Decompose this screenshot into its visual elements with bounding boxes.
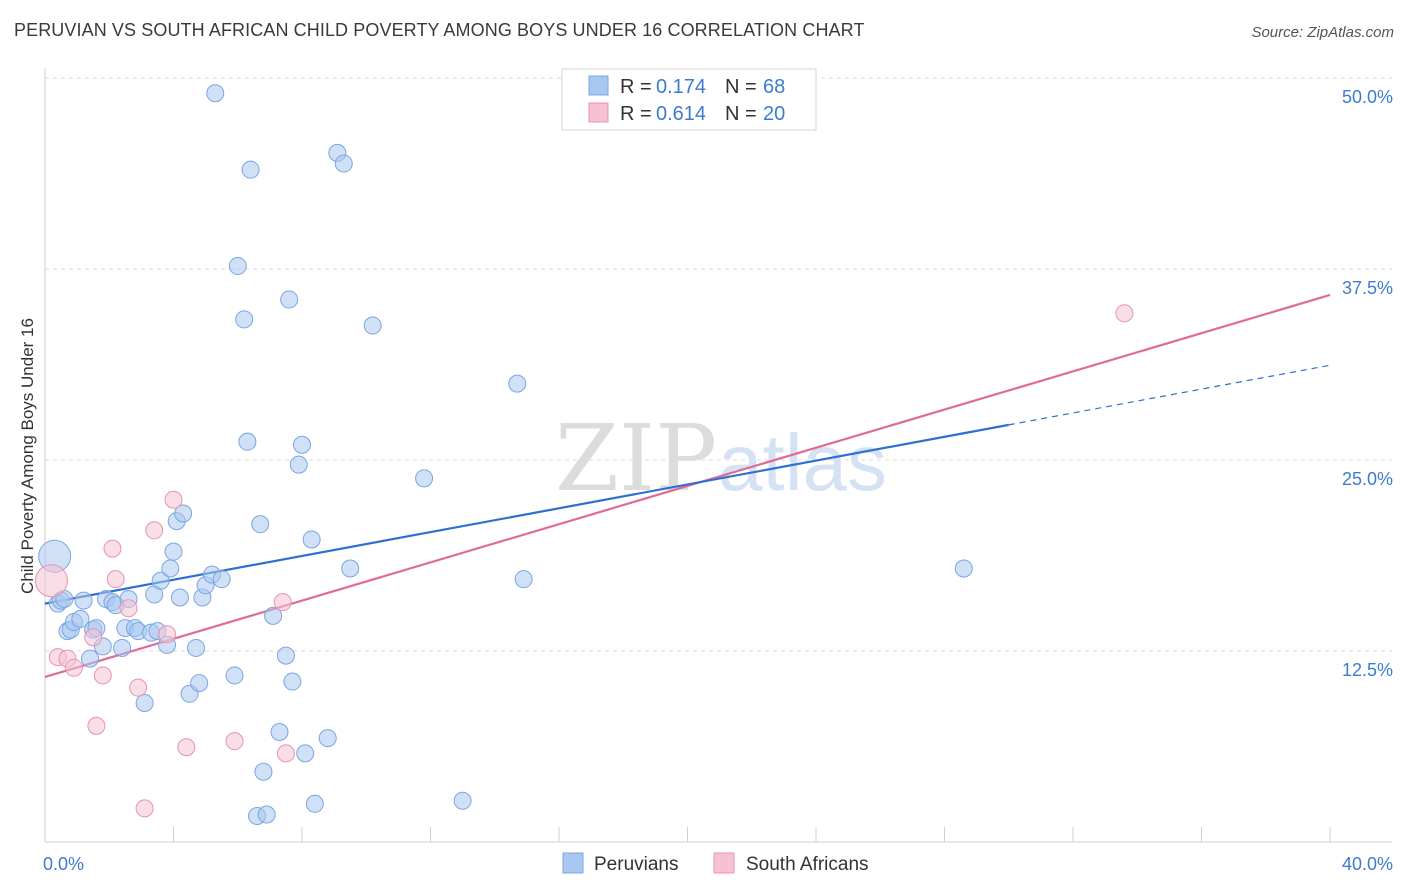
data-point xyxy=(305,794,324,813)
data-point xyxy=(954,559,973,578)
data-point xyxy=(103,539,122,558)
legend-label-south-africans: South Africans xyxy=(746,854,869,875)
y-tick-label: 25.0% xyxy=(1342,469,1393,489)
data-point xyxy=(264,606,283,625)
data-point xyxy=(508,374,527,393)
data-point xyxy=(225,732,244,751)
legend-r-value: 0.174 xyxy=(656,76,706,98)
data-point xyxy=(177,738,196,757)
data-point xyxy=(228,256,247,275)
legend-label-peruvians: Peruvians xyxy=(594,854,679,875)
data-point xyxy=(80,649,99,668)
data-point xyxy=(206,84,225,103)
y-tick-label: 12.5% xyxy=(1342,660,1393,680)
data-point xyxy=(225,666,244,685)
series-south-africans xyxy=(34,304,1134,818)
data-point xyxy=(289,455,308,474)
data-point xyxy=(453,791,472,810)
legend-n-value: 68 xyxy=(763,76,785,98)
data-point xyxy=(84,628,103,647)
data-point xyxy=(276,646,295,665)
legend-swatch-south-africans xyxy=(588,102,609,123)
data-point xyxy=(93,666,112,685)
data-point xyxy=(161,559,180,578)
data-point xyxy=(87,716,106,735)
data-point xyxy=(106,570,125,589)
data-point xyxy=(164,542,183,561)
data-point xyxy=(238,432,257,451)
legend-r-value: 0.614 xyxy=(656,103,706,125)
data-point xyxy=(113,638,132,657)
data-point xyxy=(251,515,270,534)
axes xyxy=(44,68,1392,843)
data-point xyxy=(212,570,231,589)
data-point xyxy=(129,678,148,697)
legend-swatch-peruvians xyxy=(562,852,584,874)
data-point xyxy=(318,729,337,748)
legend-swatch-south-africans xyxy=(713,852,735,874)
data-point xyxy=(235,310,254,329)
source-label: Source: ZipAtlas.com xyxy=(1251,24,1394,41)
data-point xyxy=(174,504,193,523)
data-point xyxy=(254,762,273,781)
data-point xyxy=(514,570,533,589)
series-peruvians xyxy=(38,84,973,826)
data-point xyxy=(186,638,205,657)
data-point xyxy=(119,599,138,618)
data-point xyxy=(283,672,302,691)
data-point xyxy=(1115,304,1134,323)
data-point xyxy=(190,674,209,693)
chart-title: PERUVIAN VS SOUTH AFRICAN CHILD POVERTY … xyxy=(14,20,865,40)
data-point xyxy=(363,316,382,335)
data-points xyxy=(34,84,1134,826)
data-point xyxy=(151,571,170,590)
x-tick-label: 0.0% xyxy=(43,854,84,874)
legend-top: R = 0.174 N = 68 R = 0.614 N = 20 xyxy=(561,68,817,131)
data-point xyxy=(164,490,183,509)
y-tick-labels: 12.5% 25.0% 37.5% 50.0% xyxy=(1342,87,1393,680)
data-point xyxy=(334,154,353,173)
data-point xyxy=(293,435,311,454)
legend-r-label: R = xyxy=(620,76,652,98)
data-point xyxy=(273,593,292,612)
data-point xyxy=(158,625,177,644)
y-tick-label: 37.5% xyxy=(1342,278,1393,298)
data-point xyxy=(74,591,93,610)
x-tick-labels: 0.0% 40.0% xyxy=(43,854,1393,874)
data-point xyxy=(145,521,164,540)
legend-r-label: R = xyxy=(620,103,652,125)
data-point xyxy=(280,290,299,309)
data-point xyxy=(341,559,360,578)
data-point xyxy=(270,722,289,741)
trend-line-peruvians-extension xyxy=(1008,364,1331,426)
data-point xyxy=(415,469,434,488)
trend-line-south-africans xyxy=(44,293,1331,679)
y-axis-label: Child Poverty Among Boys Under 16 xyxy=(18,318,37,594)
legend-n-label: N = xyxy=(725,103,757,125)
data-point xyxy=(71,609,90,628)
legend-n-label: N = xyxy=(725,76,757,98)
x-tick-label: 40.0% xyxy=(1342,854,1393,874)
data-point xyxy=(296,744,315,763)
data-point xyxy=(135,799,154,818)
data-point xyxy=(34,564,68,598)
trend-lines xyxy=(44,293,1331,679)
data-point xyxy=(276,744,295,763)
watermark-zip: ZIP xyxy=(555,405,717,512)
data-point xyxy=(64,658,83,677)
data-point xyxy=(257,805,276,824)
data-point xyxy=(302,530,321,549)
y-tick-label: 50.0% xyxy=(1342,87,1393,107)
watermark: ZIP atlas xyxy=(555,405,887,512)
data-point xyxy=(241,160,260,179)
legend-bottom: Peruvians South Africans xyxy=(562,852,869,875)
data-point xyxy=(135,693,154,712)
legend-n-value: 20 xyxy=(763,103,785,125)
legend-swatch-peruvians xyxy=(588,75,609,96)
data-point xyxy=(170,588,189,607)
